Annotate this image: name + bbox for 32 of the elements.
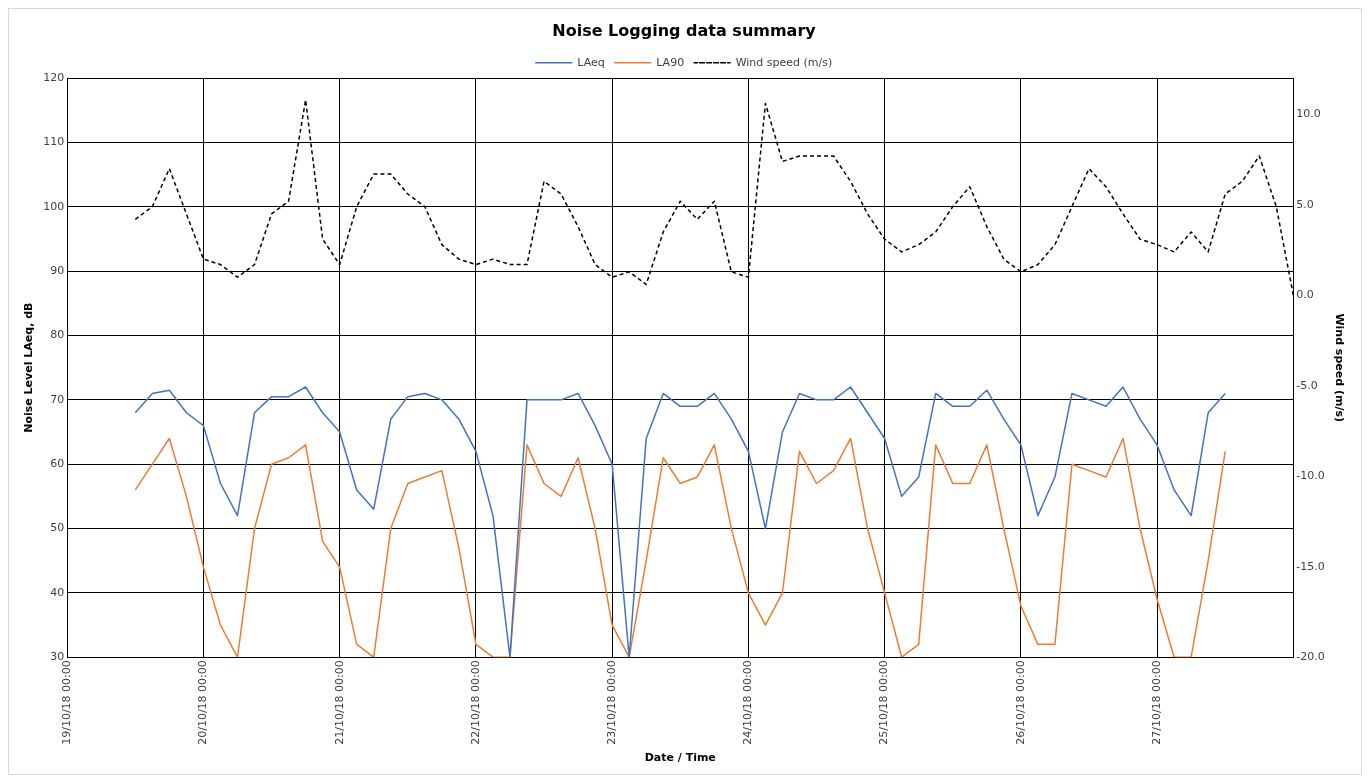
- x-tick-label: 20/10/18 00:00: [196, 660, 210, 745]
- y-tick-label: 40: [50, 585, 65, 599]
- x-tick-label: 23/10/18 00:00: [605, 660, 619, 745]
- x-tick-label: 25/10/18 00:00: [877, 660, 891, 745]
- y2-tick-label: -10.0: [1296, 469, 1325, 483]
- x-tick-label: 27/10/18 00:00: [1149, 660, 1163, 745]
- y-tick-label: 90: [50, 264, 65, 278]
- x-tick-label: 19/10/18 00:00: [60, 660, 74, 745]
- x-axis-title: Date / Time: [644, 751, 716, 765]
- y-axis-title: Noise Level LAeq, dB: [22, 302, 36, 433]
- y2-tick-label: 5.0: [1296, 197, 1314, 211]
- y-tick-label: 70: [50, 392, 65, 406]
- y2-tick-label: -15.0: [1296, 559, 1325, 573]
- y-tick-label: 60: [50, 457, 65, 471]
- y-tick-label: 80: [50, 328, 65, 342]
- legend-label: LA90: [656, 55, 685, 69]
- x-tick-label: 24/10/18 00:00: [741, 660, 755, 745]
- y2-tick-label: 0.0: [1296, 288, 1314, 302]
- legend-label: Wind speed (m/s): [735, 55, 833, 69]
- x-tick-label: 22/10/18 00:00: [468, 660, 482, 745]
- y2-tick-label: 10.0: [1296, 107, 1321, 121]
- y-tick-label: 120: [43, 71, 65, 85]
- y-tick-label: 50: [50, 521, 65, 535]
- y2-tick-label: -20.0: [1296, 650, 1325, 664]
- legend-label: LAeq: [577, 55, 605, 69]
- y-tick-label: 110: [43, 135, 65, 149]
- y2-tick-label: -5.0: [1296, 378, 1318, 392]
- chart-title: Noise Logging data summary: [552, 20, 817, 40]
- x-tick-label: 26/10/18 00:00: [1013, 660, 1027, 745]
- x-tick-label: 21/10/18 00:00: [332, 660, 346, 745]
- y2-axis-title: Wind speed (m/s): [1332, 313, 1346, 422]
- y-tick-label: 100: [43, 199, 65, 213]
